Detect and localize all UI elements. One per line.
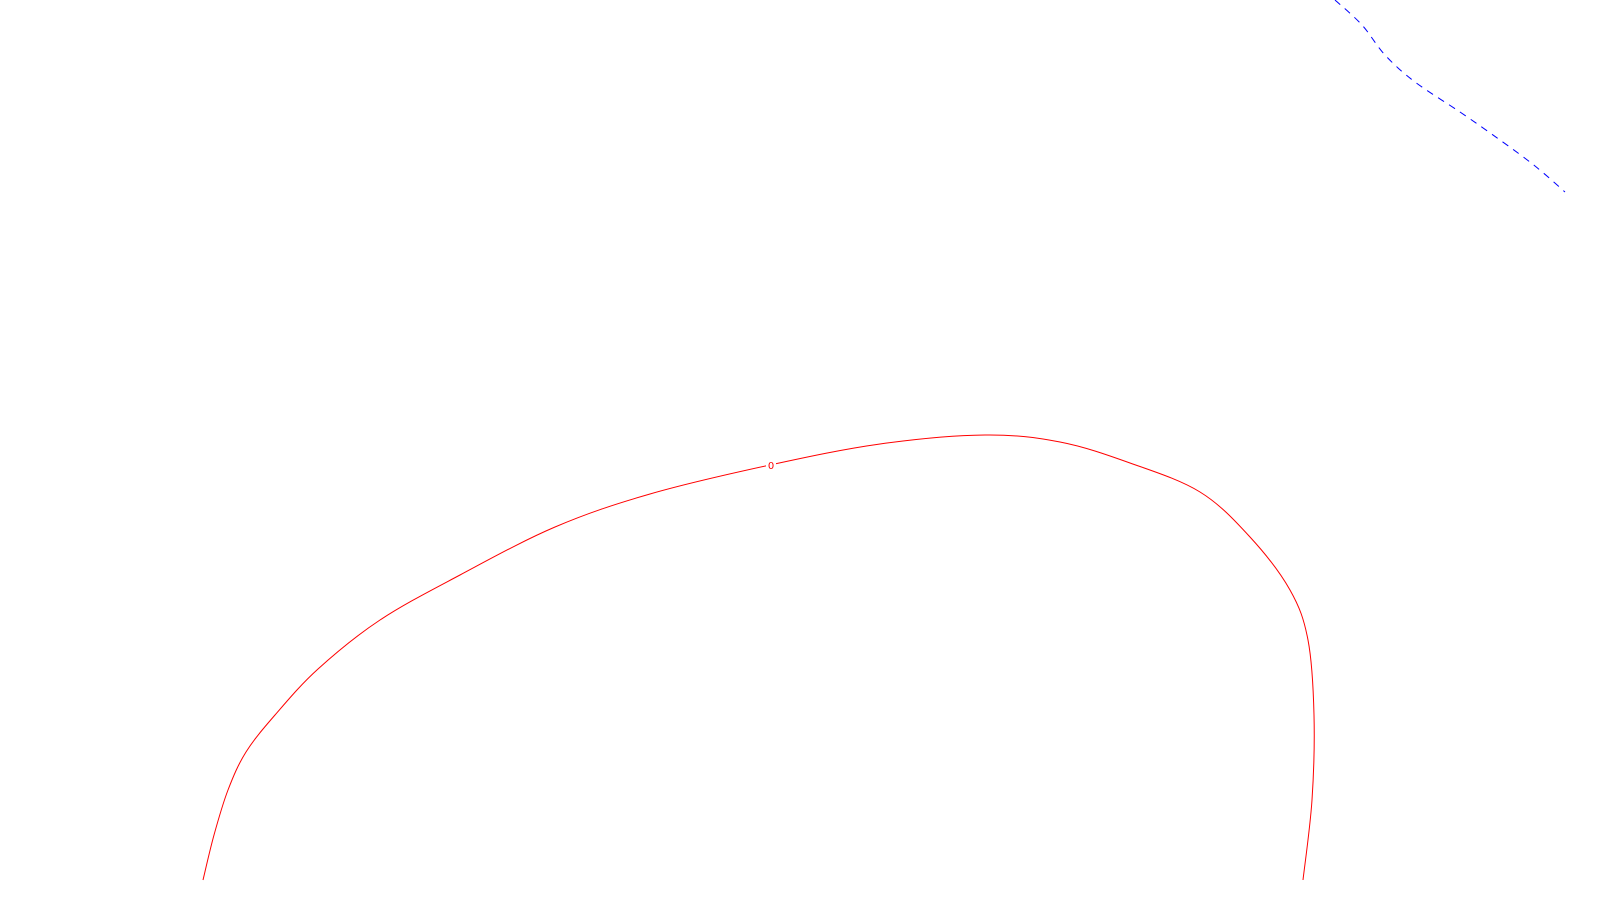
contour-level-label: 0 <box>768 461 774 472</box>
contour-lines <box>202 0 1566 881</box>
contour-labels: 0 <box>766 459 776 472</box>
contour-label-gap <box>766 459 776 471</box>
contour-line-dashed-1 <box>1334 0 1566 193</box>
contour-line-solid-0 <box>202 434 1315 881</box>
